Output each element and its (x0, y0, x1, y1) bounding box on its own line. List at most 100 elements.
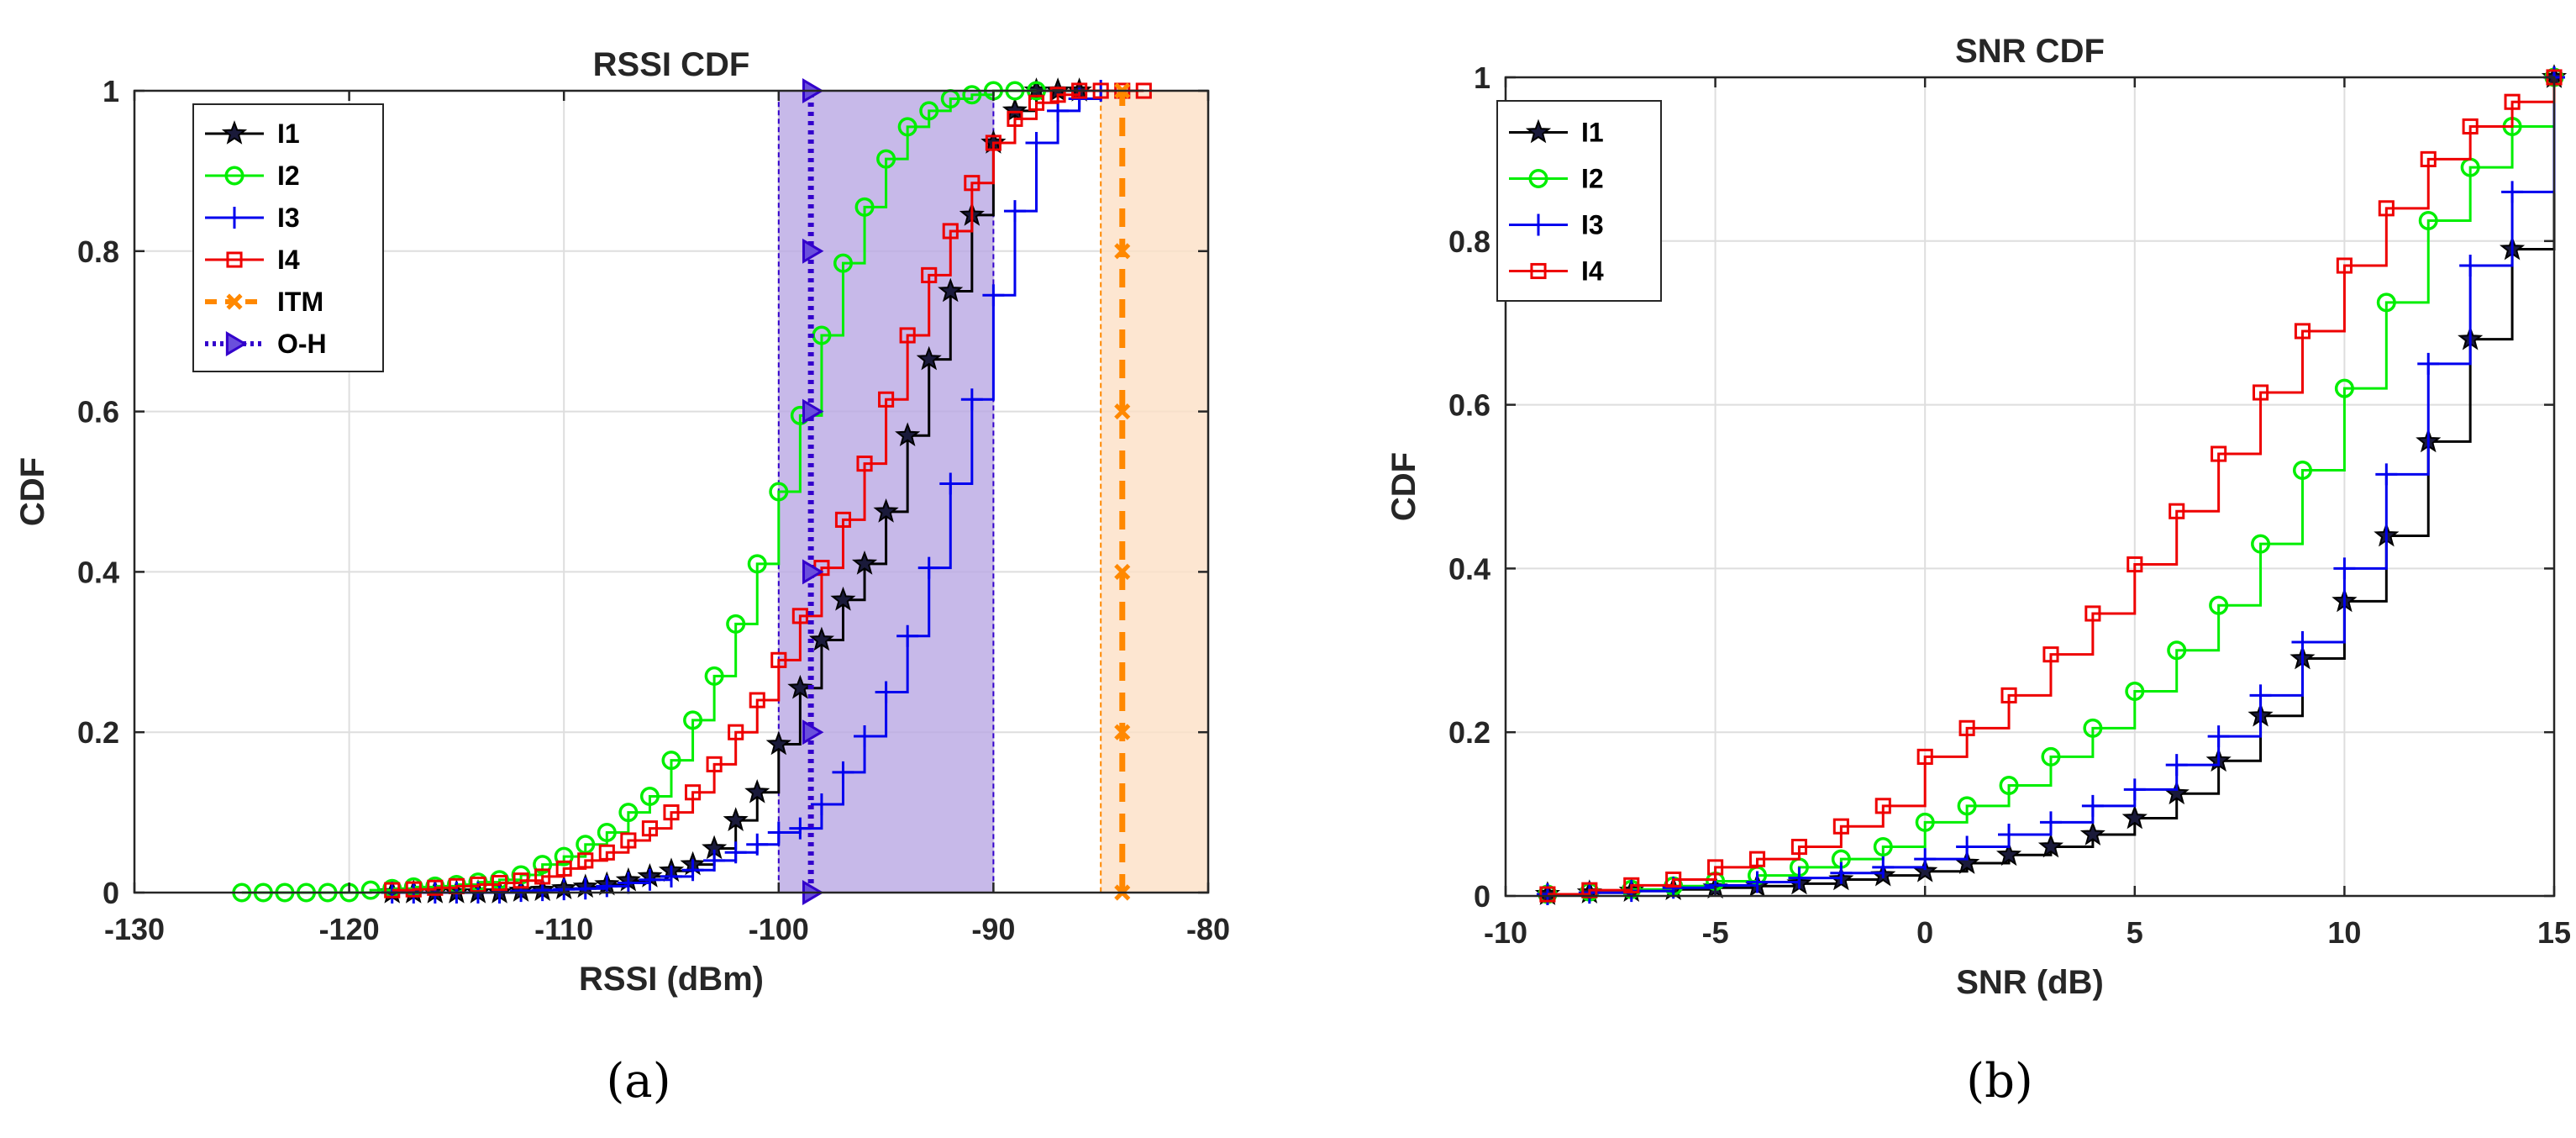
data-point (555, 860, 572, 877)
data-point (2504, 93, 2521, 110)
data-point (685, 784, 702, 801)
data-point (703, 849, 726, 872)
tick-label-x: -130 (104, 912, 165, 946)
tick-label-y: 0.6 (77, 395, 119, 429)
panel-caption: (a) (606, 1054, 670, 1109)
data-point (878, 391, 895, 408)
data-point (726, 614, 746, 634)
data-point (873, 498, 899, 523)
panel-caption: (b) (1966, 1054, 2033, 1109)
data-point (802, 238, 824, 264)
data-point (1956, 835, 1979, 858)
data-point (639, 868, 661, 891)
x-axis-label: RSSI (dBm) (579, 961, 764, 998)
data-point (2376, 292, 2396, 313)
data-point (747, 554, 767, 574)
tick-label-y: 0.2 (77, 715, 119, 750)
legend-label: I2 (1581, 164, 1604, 194)
data-point (2127, 556, 2143, 573)
data-point (789, 817, 812, 840)
legend-label: I4 (1581, 256, 1604, 287)
data-point (1007, 110, 1023, 127)
data-point (723, 807, 749, 832)
data-point (1707, 859, 1724, 876)
data-point (2083, 718, 2103, 738)
data-point (854, 197, 875, 217)
data-point (618, 803, 639, 823)
data-point (1873, 837, 1893, 857)
data-point (598, 844, 615, 861)
tick-label-x: 5 (2127, 915, 2143, 950)
data-point (1916, 748, 1933, 765)
data-point (1114, 724, 1131, 740)
data-point (802, 398, 824, 424)
data-point (791, 608, 808, 624)
data-point (985, 134, 1001, 151)
data-point (833, 253, 853, 273)
data-point (749, 692, 765, 709)
data-point (2000, 687, 2017, 703)
tick-label-x: -90 (971, 912, 1015, 946)
data-point (769, 482, 789, 502)
data-point (660, 865, 682, 888)
tick-label-x: -5 (1702, 915, 1729, 950)
data-point (942, 223, 959, 240)
data-point (1830, 861, 1853, 884)
data-point (1998, 823, 2021, 846)
data-point (597, 822, 617, 842)
data-point (1114, 563, 1131, 580)
data-point (1788, 867, 1811, 889)
data-point (2417, 352, 2440, 375)
data-point (724, 841, 747, 864)
legend-label: I1 (277, 119, 300, 149)
plot-area (1506, 77, 2554, 896)
data-point (1790, 839, 1807, 856)
legend-marker (1527, 213, 1549, 236)
data-point (875, 681, 897, 703)
plot-frame (133, 89, 1210, 894)
data-point (2042, 646, 2059, 663)
data-point (384, 882, 401, 898)
data-point (2165, 754, 2188, 777)
data-point (2039, 811, 2062, 834)
data-point (1114, 243, 1131, 260)
data-point (2079, 821, 2105, 846)
data-point (2207, 725, 2230, 748)
data-point (1874, 798, 1891, 814)
legend-marker (1525, 119, 1552, 144)
data-point (2249, 684, 2272, 707)
legend-label: O-H (277, 329, 327, 359)
chart-title: RSSI CDF (593, 46, 750, 83)
tick-label-x: 0 (1916, 915, 1933, 950)
data-point (1114, 403, 1131, 420)
data-point (876, 149, 896, 169)
data-point (1872, 856, 1895, 878)
tick-label-x: -100 (749, 912, 809, 946)
data-point (617, 872, 639, 894)
data-point (2253, 384, 2269, 401)
data-point (2375, 463, 2398, 486)
tick-label-x: -110 (534, 912, 593, 946)
data-point (1958, 719, 1975, 736)
data-point (1914, 848, 1937, 871)
tick-label-y: 0.4 (77, 555, 119, 589)
data-point (802, 719, 824, 745)
data-point (360, 880, 381, 900)
series-line (1547, 77, 2556, 896)
legend: I1 I2 I3 I4 ITM O-H (192, 103, 384, 372)
data-point (982, 284, 1005, 307)
data-point (470, 876, 486, 893)
chart-title: SNR CDF (1955, 33, 2105, 70)
data-point (2336, 257, 2353, 274)
legend-label: I4 (277, 245, 300, 275)
series-o-h (802, 78, 824, 905)
data-point (1539, 886, 1556, 903)
series-i4 (384, 82, 1152, 898)
data-point (1001, 97, 1028, 122)
tick-label-y: 0.8 (77, 234, 119, 269)
data-point (2209, 595, 2229, 615)
data-point (830, 586, 856, 611)
data-point (728, 724, 744, 740)
tick-label-y: 0.6 (1448, 388, 1490, 423)
data-point (2251, 534, 2271, 554)
